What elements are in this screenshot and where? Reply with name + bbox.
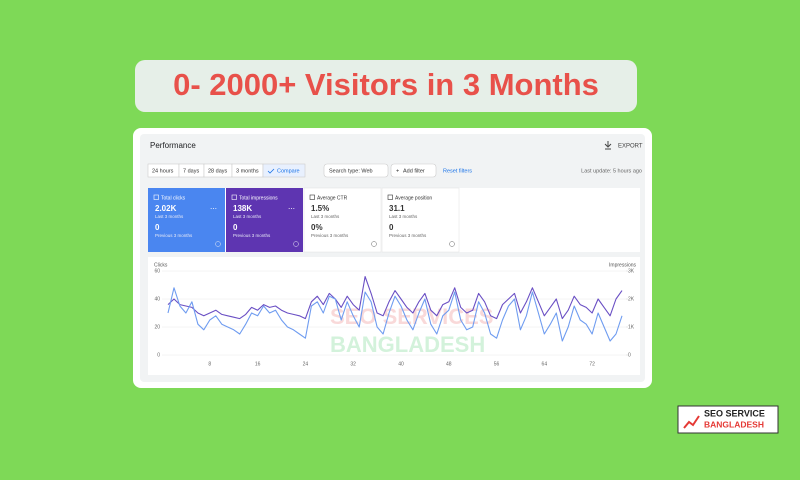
add-filter[interactable]: Add filter <box>403 168 425 174</box>
logo-icon <box>683 415 700 429</box>
metric-card[interactable] <box>303 187 382 253</box>
metric-label: Average position <box>395 195 432 201</box>
metric-value: 1.5% <box>311 204 329 213</box>
metric-period: Last 3 months <box>155 214 184 219</box>
help-icon <box>449 241 455 247</box>
export-icon[interactable] <box>604 141 612 150</box>
x-tick-label: 32 <box>350 361 356 367</box>
metric-prev-value: 0% <box>311 223 323 232</box>
watermark: SEO SERVICES <box>330 304 493 329</box>
y-axis-title: Clicks <box>154 262 168 268</box>
metric-prev-value: 0 <box>155 223 160 232</box>
y-tick-label: 40 <box>154 296 160 302</box>
range-button[interactable] <box>262 163 306 178</box>
chart: 0 20 40 60 0 1K 2K 3K 8 16 24 32 40 48 56 64 72 <box>154 268 634 367</box>
y-tick-label: 60 <box>154 268 160 274</box>
y2-tick-label: 0 <box>628 352 631 358</box>
y2-axis-title: Impressions <box>609 262 636 268</box>
metric-checkbox[interactable] <box>231 194 237 200</box>
x-tick-label: 48 <box>446 361 452 367</box>
metric-card[interactable] <box>226 188 303 252</box>
series-line <box>167 287 623 342</box>
reset-filters[interactable]: Reset filters <box>443 168 472 174</box>
check-icon <box>267 168 275 174</box>
x-tick-label: 56 <box>494 361 500 367</box>
metric-value: 2.02K <box>155 204 177 213</box>
x-tick-label: 16 <box>255 361 261 367</box>
x-tick-label: 24 <box>303 361 309 367</box>
metric-prev-period: Previous 3 months <box>233 233 271 238</box>
logo-text: BANGLADESH <box>704 419 764 429</box>
range-label[interactable]: Compare <box>277 168 300 174</box>
y2-tick-label: 1K <box>628 324 635 330</box>
panel-title: Performance <box>150 141 196 150</box>
metric-period: Last 3 months <box>233 214 262 219</box>
metric-checkbox[interactable] <box>309 194 315 200</box>
metric-menu: ⋯ <box>288 206 295 213</box>
add-filter-chip[interactable] <box>390 163 437 178</box>
y2-tick-label: 2K <box>628 296 635 302</box>
metric-prev-value: 0 <box>233 223 238 232</box>
range-label[interactable]: 3 months <box>236 168 259 174</box>
title-pill <box>135 60 637 112</box>
metric-value: 31.1 <box>389 204 405 213</box>
metric-label: Total impressions <box>239 195 278 201</box>
help-icon <box>215 241 221 247</box>
headline: 0- 2000+ Visitors in 3 Months <box>173 67 599 102</box>
last-update: Last update: 5 hours ago <box>581 168 642 174</box>
metric-checkbox[interactable] <box>153 194 159 200</box>
watermark: BANGLADESH <box>330 332 485 357</box>
add-filter-plus: + <box>396 168 399 174</box>
metric-label: Total clicks <box>161 195 186 201</box>
logo-text: SEO SERVICE <box>704 408 765 418</box>
help-icon <box>371 241 377 247</box>
search-type-chip[interactable] <box>323 163 389 178</box>
x-tick-label: 40 <box>398 361 404 367</box>
series-line <box>167 276 623 320</box>
metric-card[interactable] <box>381 187 460 253</box>
help-icon <box>293 241 299 247</box>
metric-prev-period: Previous 3 months <box>311 233 349 238</box>
y-tick-label: 0 <box>157 352 160 358</box>
range-label[interactable]: 24 hours <box>152 168 174 174</box>
y-tick-label: 20 <box>154 324 160 330</box>
range-label[interactable]: 7 days <box>183 168 199 174</box>
metric-label: Average CTR <box>317 195 348 201</box>
metric-value: 138K <box>233 204 252 213</box>
metric-card[interactable] <box>148 188 225 252</box>
toolbar: 24 hours 7 days 28 days 3 months Compare <box>147 163 306 178</box>
metric-prev-period: Previous 3 months <box>389 233 427 238</box>
x-tick-label: 8 <box>208 361 211 367</box>
search-type[interactable]: Search type: Web <box>329 168 373 174</box>
metric-prev-period: Previous 3 months <box>155 233 193 238</box>
metric-prev-value: 0 <box>389 223 394 232</box>
metric-checkbox[interactable] <box>387 194 393 200</box>
metric-menu: ⋯ <box>210 206 217 213</box>
y2-tick-label: 3K <box>628 268 635 274</box>
range-label[interactable]: 28 days <box>208 168 228 174</box>
logo-box <box>677 405 779 434</box>
x-tick-label: 72 <box>589 361 595 367</box>
metric-period: Last 3 months <box>311 214 340 219</box>
x-tick-label: 64 <box>542 361 548 367</box>
metric-period: Last 3 months <box>389 214 418 219</box>
export-button[interactable]: EXPORT <box>618 144 643 150</box>
